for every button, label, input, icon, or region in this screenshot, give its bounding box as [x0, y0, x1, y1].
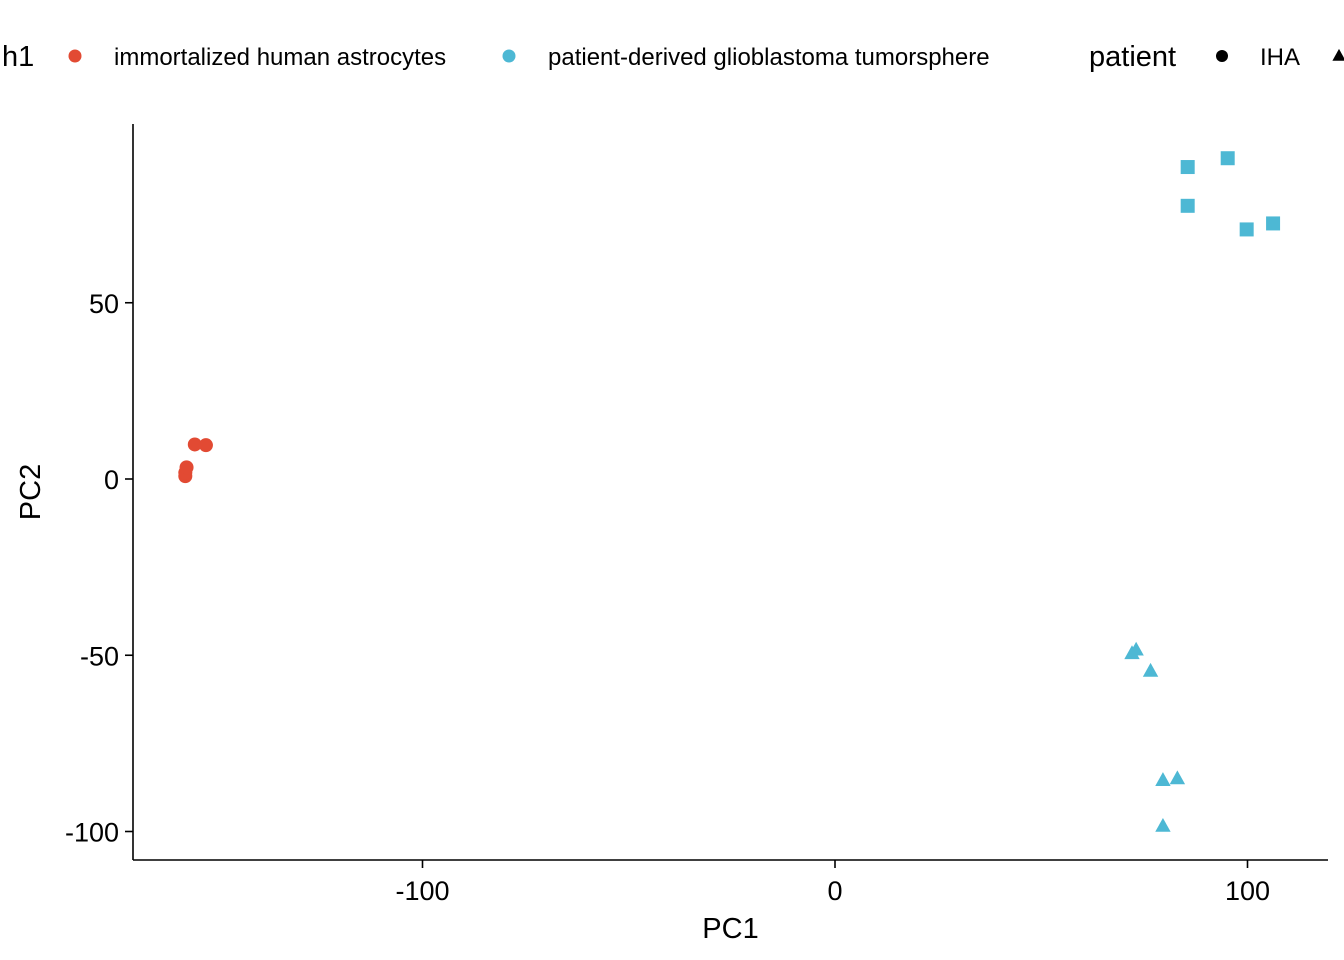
legend-color-label: immortalized human astrocytes: [114, 44, 446, 71]
legend-shape-key: [1216, 50, 1228, 62]
x-tick-label: 100: [1225, 876, 1270, 906]
y-tick-label: 0: [104, 465, 119, 495]
y-tick-label: -50: [80, 641, 119, 671]
axes: -100 0 100 50 0 -50 -100 PC1 PC2: [15, 124, 1328, 945]
y-ticks: 50 0 -50 -100: [65, 289, 133, 848]
data-point-triangle: [1142, 662, 1159, 677]
legend: h1 immortalized human astrocytes patient-d…: [2, 41, 1344, 73]
legend-shape-title: patient: [1089, 41, 1176, 73]
x-tick-label: 0: [827, 876, 842, 906]
data-point-triangle: [1155, 817, 1171, 832]
legend-shape-label: IHA: [1260, 44, 1300, 71]
legend-color-key: [68, 49, 82, 63]
data-point-square: [1180, 198, 1195, 213]
data-point-triangle: [1169, 770, 1186, 785]
legend-color-key: [502, 49, 516, 63]
x-axis-title: PC1: [702, 913, 758, 945]
x-ticks: -100 0 100: [395, 860, 1270, 906]
data-point-square: [1239, 222, 1254, 237]
data-points: [178, 151, 1281, 832]
data-point-square: [1180, 160, 1195, 175]
x-tick-label: -100: [395, 876, 449, 906]
y-axis-title: PC2: [15, 464, 47, 520]
data-point-circle: [198, 438, 213, 453]
data-point-square: [1220, 151, 1235, 166]
legend-color-label: patient-derived glioblastoma tumorsphere: [548, 44, 990, 71]
data-point-circle: [187, 437, 202, 452]
legend-shape-key: [1332, 48, 1344, 61]
data-point-square: [1266, 216, 1281, 231]
y-tick-label: -100: [65, 818, 119, 848]
data-point-circle: [179, 460, 194, 475]
legend-color-title: h1: [2, 41, 34, 73]
y-tick-label: 50: [89, 289, 119, 319]
data-point-triangle: [1155, 772, 1171, 786]
data-point-triangle: [1128, 641, 1144, 656]
